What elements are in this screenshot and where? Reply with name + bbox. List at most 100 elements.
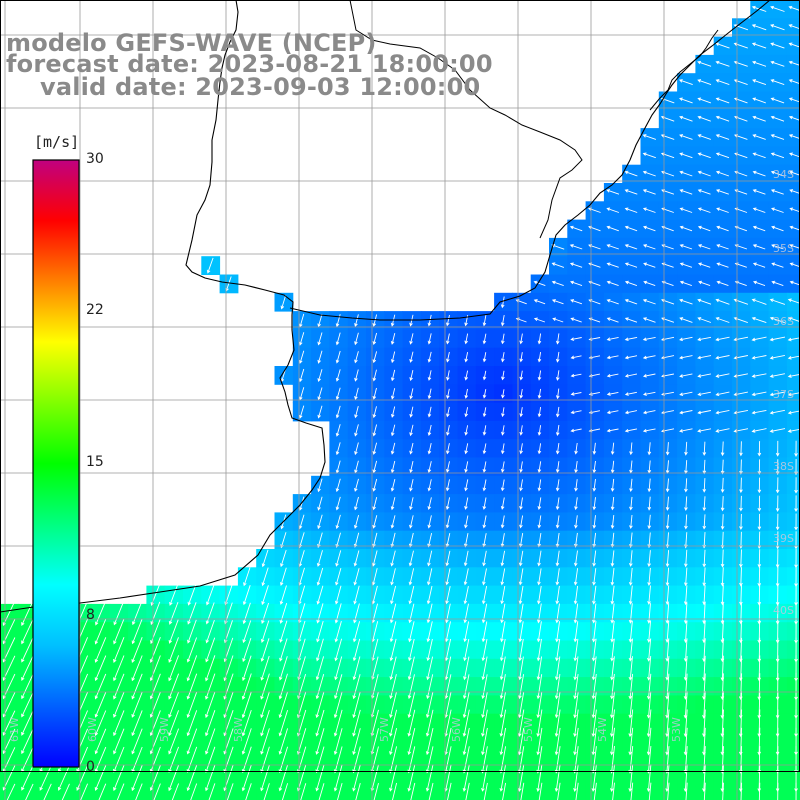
wind-arrow — [642, 189, 656, 195]
wind-arrow — [788, 60, 800, 66]
wind-arrow — [702, 441, 707, 456]
wind-arrow — [537, 585, 542, 605]
wind-arrow — [445, 461, 450, 473]
speed-cell — [786, 0, 800, 19]
wind-arrow — [665, 764, 670, 793]
wind-arrow — [788, 5, 800, 12]
wind-arrow — [500, 296, 505, 309]
wind-arrow — [610, 691, 615, 719]
wind-arrow — [243, 567, 251, 587]
wind-arrow — [715, 409, 730, 415]
speed-cell — [786, 109, 800, 129]
wind-arrow — [789, 189, 800, 194]
wind-arrow — [647, 550, 651, 568]
wind-arrow — [751, 336, 767, 342]
wind-arrow — [317, 350, 323, 364]
wind-arrow — [315, 746, 325, 774]
speed-cell — [786, 73, 800, 92]
wind-arrow — [205, 602, 215, 625]
wind-arrow — [316, 550, 323, 567]
wind-arrow — [770, 24, 785, 31]
wind-arrow — [665, 638, 670, 662]
wind-arrow — [168, 637, 179, 663]
wind-arrow — [241, 709, 252, 737]
wind-arrow — [697, 410, 711, 415]
wind-arrow — [642, 298, 656, 305]
wind-arrow — [482, 315, 487, 327]
wind-arrow — [372, 351, 378, 364]
wind-arrow — [21, 655, 34, 681]
wind-arrow — [335, 442, 341, 456]
wind-arrow — [482, 333, 487, 345]
wind-arrow — [427, 550, 433, 567]
wind-arrow — [573, 764, 579, 792]
wind-arrow — [446, 351, 450, 363]
wind-arrow — [481, 709, 488, 737]
wind-arrow — [592, 460, 597, 474]
wind-arrow — [168, 619, 179, 644]
wind-arrow — [355, 782, 361, 800]
wind-arrow — [574, 515, 578, 529]
wind-arrow — [407, 709, 416, 737]
wind-arrow — [642, 170, 656, 177]
wind-arrow — [409, 388, 414, 400]
wind-arrow — [697, 317, 712, 323]
speed-cell — [201, 786, 221, 800]
wind-arrow — [643, 225, 656, 232]
wind-arrow — [205, 673, 216, 700]
wind-arrow — [131, 765, 143, 792]
wind-arrow — [444, 638, 452, 662]
wind-arrow — [646, 691, 652, 719]
wind-arrow — [554, 674, 561, 700]
wind-arrow — [409, 351, 414, 363]
wind-arrow — [334, 620, 342, 643]
wind-arrow — [500, 568, 506, 586]
wind-arrow — [205, 619, 215, 644]
wind-arrow — [592, 568, 597, 586]
wind-arrow — [679, 115, 693, 122]
wind-arrow — [715, 428, 730, 433]
wind-arrow — [317, 496, 323, 511]
wind-arrow — [407, 656, 415, 681]
wind-arrow — [135, 783, 143, 800]
wind-arrow — [427, 532, 433, 548]
wind-arrow — [500, 586, 506, 605]
colorbar-tick-0: 0 — [86, 759, 95, 775]
wind-arrow — [519, 352, 523, 363]
wind-arrow — [769, 316, 785, 324]
lat-label: 35S — [773, 242, 794, 255]
wind-arrow — [739, 549, 743, 568]
lat-label: 39S — [773, 532, 794, 545]
wind-arrow — [554, 709, 561, 738]
wind-arrow — [716, 262, 729, 268]
wind-arrow — [679, 152, 693, 159]
wind-arrow — [720, 477, 725, 493]
wind-arrow — [481, 656, 488, 681]
wind-arrow — [697, 298, 712, 305]
wind-arrow — [171, 783, 180, 800]
wind-arrow — [715, 97, 730, 104]
wind-arrow — [606, 207, 620, 213]
wind-arrow — [751, 24, 767, 31]
wind-arrow — [697, 244, 711, 250]
wind-arrow — [551, 262, 565, 268]
wind-arrow — [149, 673, 161, 700]
wind-arrow — [446, 370, 450, 381]
wind-arrow — [573, 568, 579, 586]
coastline — [0, 0, 326, 613]
wind-arrow — [372, 332, 378, 345]
wind-arrow — [61, 783, 70, 800]
wind-arrow — [206, 584, 215, 606]
wind-arrow — [335, 314, 341, 328]
wind-arrow — [519, 515, 524, 529]
wind-arrow — [751, 355, 767, 360]
speed-cell — [786, 475, 800, 495]
wind-arrow — [335, 514, 341, 530]
wind-arrow — [427, 333, 432, 345]
wind-arrow — [425, 764, 434, 792]
speed-cell — [786, 439, 800, 458]
wind-arrow — [757, 549, 762, 568]
wind-arrow — [665, 603, 670, 624]
wind-arrow — [555, 638, 561, 662]
wind-arrow — [501, 352, 505, 363]
